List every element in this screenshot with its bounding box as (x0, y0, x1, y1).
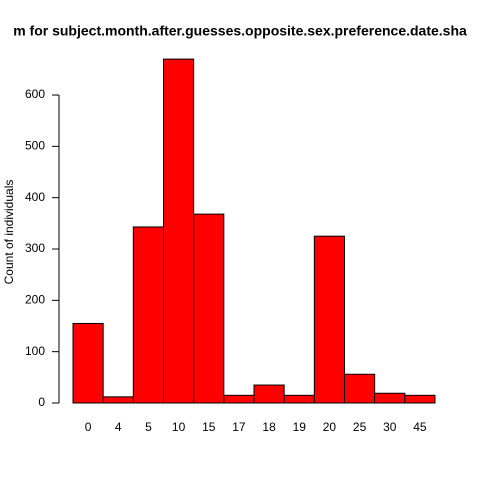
bar (102, 396, 134, 404)
x-tick-label: 10 (172, 420, 186, 434)
bar (283, 394, 315, 404)
y-tick-label: 400 (25, 190, 45, 204)
bar (404, 394, 436, 404)
bar (313, 235, 346, 404)
bar (72, 322, 104, 404)
bar (193, 213, 225, 404)
y-tick-label: 600 (25, 87, 45, 101)
y-tick-label: 100 (25, 344, 45, 358)
x-tick-label: 0 (85, 420, 92, 434)
bar (163, 58, 195, 404)
x-tick-label: 20 (323, 420, 337, 434)
y-tick-label: 0 (38, 395, 45, 409)
x-tick-label: 30 (383, 420, 397, 434)
y-tick-label: 300 (25, 241, 45, 255)
chart-title: m for subject.month.after.guesses.opposi… (13, 23, 467, 39)
y-tick-label: 500 (25, 139, 45, 153)
x-tick-label: 45 (413, 420, 427, 434)
bar (132, 226, 164, 404)
x-tick-label: 15 (202, 420, 216, 434)
y-axis-label: Count of individuals (2, 180, 16, 285)
x-tick-label: 25 (353, 420, 367, 434)
bar (374, 392, 406, 404)
bar (223, 394, 255, 404)
bar (344, 373, 376, 404)
x-tick-label: 5 (145, 420, 152, 434)
x-tick-label: 18 (262, 420, 276, 434)
y-tick-label: 200 (25, 293, 45, 307)
x-tick-label: 4 (115, 420, 122, 434)
x-tick-label: 17 (232, 420, 246, 434)
bar (253, 384, 285, 404)
x-tick-label: 19 (293, 420, 307, 434)
